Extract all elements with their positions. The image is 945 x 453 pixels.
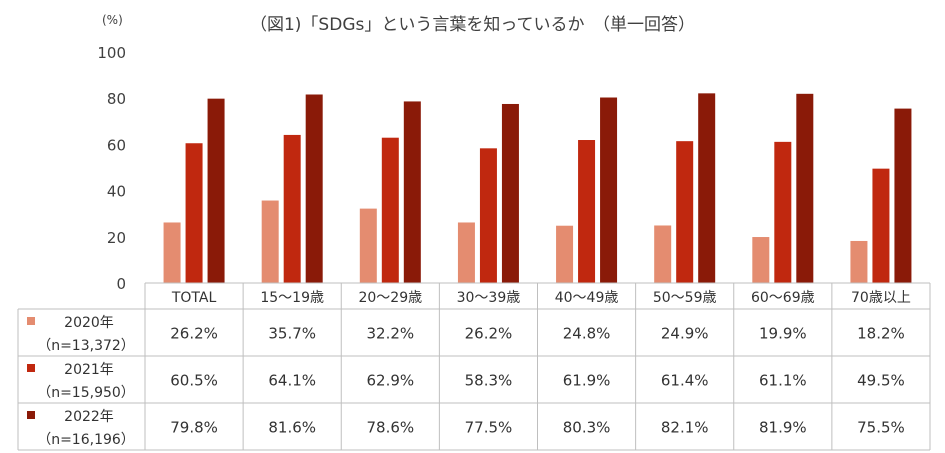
data-cell-value: 81.6% <box>268 419 316 437</box>
data-cell-value: 26.2% <box>465 325 513 343</box>
data-cell-value: 64.1% <box>268 372 316 390</box>
y-tick-label: 0 <box>116 275 126 293</box>
bar-2022年-70歳以上 <box>894 108 912 283</box>
chart-title: （図1)「SDGs」という言葉を知っているか （単一回答） <box>249 15 695 35</box>
data-cell-value: 19.9% <box>759 325 807 343</box>
category-label: 40～49歳 <box>555 290 619 306</box>
legend-sample-size: （n=13,372） <box>37 338 135 354</box>
y-axis-unit: (%) <box>102 13 123 27</box>
data-cell-value: 62.9% <box>366 372 414 390</box>
bar-2022年-60～69歳 <box>796 93 814 283</box>
category-label: TOTAL <box>171 290 217 306</box>
bar-2020年-30～39歳 <box>457 222 475 283</box>
data-cell-value: 26.2% <box>170 325 218 343</box>
bar-2020年-70歳以上 <box>850 240 868 283</box>
y-tick-label: 60 <box>107 136 126 154</box>
bar-2022年-15～19歳 <box>305 94 323 283</box>
bar-2020年-15～19歳 <box>261 200 279 283</box>
legend-series-name: 2022年 <box>64 409 114 425</box>
bar-2022年-TOTAL <box>207 98 225 283</box>
legend-swatch-2021年 <box>27 364 35 372</box>
bar-2021年-15～19歳 <box>283 134 301 283</box>
bar-2020年-60～69歳 <box>752 237 770 283</box>
category-label: 30～39歳 <box>457 290 521 306</box>
data-cell-value: 60.5% <box>170 372 218 390</box>
data-cell-value: 79.8% <box>170 419 218 437</box>
legend-swatch-2020年 <box>27 317 35 325</box>
data-cell-value: 58.3% <box>465 372 513 390</box>
data-cell-value: 80.3% <box>563 419 611 437</box>
bar-2020年-20～29歳 <box>359 208 377 283</box>
data-cell-value: 49.5% <box>857 372 905 390</box>
data-cell-value: 75.5% <box>857 419 905 437</box>
bar-2020年-TOTAL <box>163 222 181 283</box>
data-cell-value: 61.4% <box>661 372 709 390</box>
bar-2022年-30～39歳 <box>501 103 519 283</box>
legend-sample-size: （n=15,950） <box>37 385 135 401</box>
bar-2021年-40～49歳 <box>578 140 596 283</box>
data-cell-value: 77.5% <box>465 419 513 437</box>
legend-swatch-2022年 <box>27 411 35 419</box>
bar-2021年-50～59歳 <box>676 141 694 283</box>
data-cell-value: 24.9% <box>661 325 709 343</box>
data-cell-value: 18.2% <box>857 325 905 343</box>
bar-2022年-40～49歳 <box>600 97 618 283</box>
bar-2021年-30～39歳 <box>479 148 497 283</box>
data-cell-value: 61.1% <box>759 372 807 390</box>
category-label: 15～19歳 <box>260 290 324 306</box>
bar-2021年-TOTAL <box>185 143 203 283</box>
y-tick-label: 20 <box>107 229 126 247</box>
y-tick-label: 80 <box>107 90 126 108</box>
data-cell-value: 35.7% <box>268 325 316 343</box>
data-cell-value: 81.9% <box>759 419 807 437</box>
y-tick-label: 100 <box>97 44 126 62</box>
legend-sample-size: （n=16,196） <box>37 432 135 448</box>
bar-2021年-70歳以上 <box>872 168 890 283</box>
bar-2020年-50～59歳 <box>654 225 672 283</box>
category-label: 70歳以上 <box>851 290 911 306</box>
data-cell-value: 24.8% <box>563 325 611 343</box>
legend-series-name: 2020年 <box>64 315 114 331</box>
data-cell-value: 82.1% <box>661 419 709 437</box>
category-label: 20～29歳 <box>358 290 422 306</box>
data-cell-value: 61.9% <box>563 372 611 390</box>
y-tick-label: 40 <box>107 183 126 201</box>
bar-2022年-20～29歳 <box>403 101 421 284</box>
bar-2021年-20～29歳 <box>381 137 399 283</box>
category-label: 50～59歳 <box>653 290 717 306</box>
data-cell-value: 32.2% <box>366 325 414 343</box>
legend-series-name: 2021年 <box>64 362 114 378</box>
category-label: 60～69歳 <box>751 290 815 306</box>
bar-2022年-50～59歳 <box>698 93 716 283</box>
bar-2020年-40～49歳 <box>556 225 574 283</box>
bar-2021年-60～69歳 <box>774 141 792 283</box>
data-cell-value: 78.6% <box>366 419 414 437</box>
